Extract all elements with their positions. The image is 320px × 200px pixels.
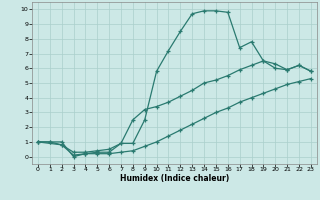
X-axis label: Humidex (Indice chaleur): Humidex (Indice chaleur) xyxy=(120,174,229,183)
